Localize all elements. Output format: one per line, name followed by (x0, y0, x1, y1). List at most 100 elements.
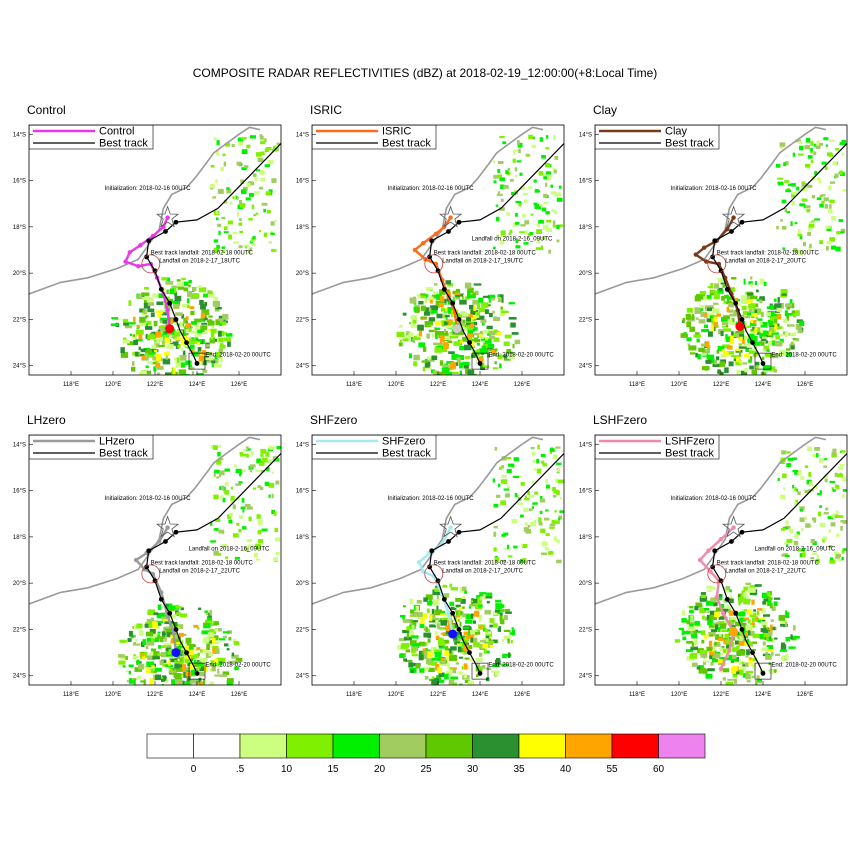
landfall-label: Landfall on 2018-2-17_19UTC (442, 259, 523, 265)
simulated-track-point (731, 215, 736, 220)
colorbar-swatch (193, 733, 241, 759)
colorbar-swatch (472, 733, 520, 759)
legend-box (29, 125, 154, 150)
initialization-star (438, 205, 463, 228)
best-track-point (733, 610, 739, 616)
end-label: End: 2018-02-20 00UTC (771, 662, 837, 668)
lat-tick-label: 16°S (579, 179, 592, 185)
lat-tick-label: 14°S (13, 132, 26, 138)
legend-box (312, 435, 437, 460)
coastline (312, 436, 544, 605)
lat-tick-label: 14°S (579, 132, 592, 138)
simulated-track-point (138, 243, 143, 248)
map-plot-area: Initialization: 2018-02-16 00UTC Best tra… (28, 124, 282, 388)
legend-sim-label: LHzero (99, 436, 134, 448)
legend-sim-label: ISRIC (382, 126, 411, 138)
landfall-circle (424, 254, 444, 274)
lon-tick-label: 124°E (755, 382, 771, 388)
best-track-point (477, 671, 483, 676)
lat-tick-label: 14°S (579, 442, 592, 448)
best-track-landfall-label: Best track landfall: 2018-02-18 00UTC (434, 561, 537, 567)
landfall-early-label: Landfall on 2018-2-16_09UTC (755, 547, 836, 553)
landfall-label: Landfall on 2018-2-17_22UTC (725, 569, 806, 575)
legend-best-label: Best track (665, 448, 714, 460)
landfall-label: Landfall on 2018-2-17_18UTC (159, 259, 240, 265)
simulated-track-point (720, 611, 726, 616)
simulated-track-point (421, 569, 426, 574)
lon-tick-label: 122°E (147, 692, 163, 698)
map-plot-area: Initialization: 2018-02-16 00UTC Best tra… (311, 124, 565, 388)
simulated-track-point (714, 594, 719, 600)
lat-labels: 14°S 16°S 18°S 20°S 22°S 24°S (13, 132, 26, 370)
lon-tick-label: 118°E (629, 382, 645, 388)
map-lhzero: Initialization: 2018-02-16 00UTC Best tra… (28, 434, 282, 698)
colorbar-tick-label: 20 (374, 764, 386, 775)
landfall-circle (707, 564, 727, 584)
best-track-point (441, 286, 447, 292)
best-track-point (167, 610, 173, 616)
colorbar-swatch (379, 733, 427, 759)
panel-clay: Clay Initialization: 2018-02-16 00UTC Best… (593, 103, 850, 403)
lat-labels: 14°S 16°S 18°S 20°S 22°S 24°S (13, 442, 26, 679)
best-track-line (428, 143, 564, 364)
best-track-point (724, 286, 730, 292)
simulated-track-point (127, 250, 132, 255)
lon-tick-label: 120°E (671, 382, 687, 388)
lon-tick-label: 124°E (189, 692, 205, 698)
end-label: End: 2018-02-20 00UTC (771, 352, 837, 358)
colorbar-tick-label: .5 (236, 764, 245, 775)
end-box (754, 662, 772, 680)
best-track-line (145, 143, 281, 364)
lat-tick-label: 22°S (579, 317, 592, 323)
coastline (312, 126, 544, 295)
lat-tick-label: 20°S (579, 271, 592, 277)
end-label: End: 2018-02-20 00UTC (205, 662, 271, 668)
map-layers: Initialization: 2018-02-16 00UTC Best tra… (312, 435, 564, 685)
simulated-track-point (171, 631, 177, 637)
best-track-point (750, 340, 755, 345)
initialization-label: Initialization: 2018-02-16 00UTC (671, 496, 758, 502)
colorbar-tick-label: 55 (606, 764, 618, 775)
storm-center-dot (729, 627, 739, 637)
landfall-circle (141, 254, 161, 274)
legend-box (29, 435, 154, 460)
colorbar-tick-label: 25 (420, 764, 432, 775)
best-track-point (167, 300, 173, 306)
legend-sim-label: LSHFzero (665, 436, 715, 448)
colorbar-swatch (146, 733, 194, 759)
simulated-track-point (693, 252, 698, 257)
best-track-point (467, 340, 472, 345)
lon-tick-label: 118°E (346, 692, 362, 698)
best-track-point (146, 548, 152, 554)
lat-tick-label: 22°S (13, 627, 26, 633)
lon-tick-label: 126°E (231, 382, 247, 388)
best-track-point (173, 317, 179, 322)
colorbar-swatch (658, 733, 706, 759)
lat-tick-label: 24°S (13, 364, 26, 370)
lon-tick-label: 120°E (105, 692, 121, 698)
landfall-circle (424, 564, 444, 584)
landfall-label: Landfall on 2018-2-17_20UTC (442, 569, 523, 575)
panel-isric: ISRIC Initialization: 2018-02-16 00UTC Bes… (310, 103, 570, 403)
lat-tick-label: 18°S (13, 535, 26, 541)
panel-title: LSHFzero (593, 413, 648, 427)
lat-tick-label: 20°S (13, 581, 26, 587)
initialization-label: Initialization: 2018-02-16 00UTC (105, 186, 192, 192)
storm-center-dot (735, 321, 745, 331)
lon-tick-label: 124°E (472, 692, 488, 698)
best-track-line (711, 453, 847, 674)
simulated-track-point (165, 525, 170, 530)
colorbar-swatch (239, 733, 287, 759)
simulated-track-point (165, 307, 170, 313)
colorbar-swatch (518, 733, 566, 759)
legend-box (595, 125, 720, 150)
initialization-label: Initialization: 2018-02-16 00UTC (671, 186, 758, 192)
panel-title: Control (27, 103, 66, 117)
lat-tick-label: 20°S (579, 581, 592, 587)
best-track-point (184, 650, 189, 655)
landfall-circle (141, 564, 161, 584)
storm-center-dot (452, 324, 462, 334)
best-track-point (729, 539, 734, 544)
